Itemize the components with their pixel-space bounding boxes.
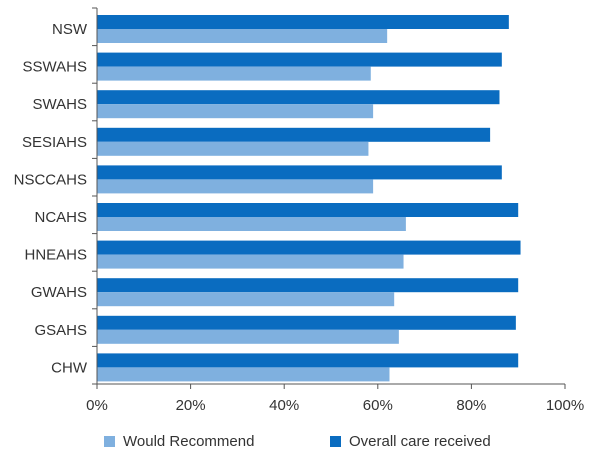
bar-overall-gwahs [97,278,519,293]
bar-recommend-ncahs [97,217,406,231]
x-tick-label: 0% [86,397,108,414]
category-label-gsahs: GSAHS [34,322,87,339]
bar-recommend-chw [97,367,390,382]
bar-overall-ncahs [97,203,519,217]
x-axis [96,383,566,389]
bar-overall-gsahs [97,315,516,330]
legend: Would Recommend Overall care received [104,433,491,450]
y-axis [92,7,98,385]
category-label-ncahs: NCAHS [34,209,87,226]
x-tick-label: 80% [456,397,486,414]
x-tick-label: 60% [363,397,393,414]
category-label-hneahs: HNEAHS [24,247,87,264]
bar-recommend-sswahs [97,66,371,81]
bar-overall-hneahs [97,240,521,255]
bar-recommend-nsccahs [97,179,374,194]
bars-group [97,15,521,382]
legend-swatch [104,436,115,447]
category-label-nsccahs: NSCCAHS [14,171,87,188]
bar-overall-swahs [97,90,500,105]
legend-label: Overall care received [349,433,491,450]
legend-swatch [330,436,341,447]
category-labels: NSW SSWAHS SWAHS SESIAHS NSCCAHS NCAHS HNEAHS G… [14,21,88,376]
bar-recommend-gsahs [97,329,399,344]
category-label-sesiahs: SESIAHS [22,134,87,151]
x-tick-labels: 0% 20% 40% 60% 80% 100% [86,397,584,414]
bar-overall-nsccahs [97,165,502,180]
bar-recommend-gwahs [97,292,395,307]
x-tick-label: 20% [176,397,206,414]
bar-recommend-nsw [97,29,388,43]
x-tick-label: 100% [546,397,584,414]
bar-overall-nsw [97,15,509,29]
bar-recommend-hneahs [97,254,404,269]
bar-overall-chw [97,353,519,368]
legend-label: Would Recommend [123,433,254,450]
bar-recommend-swahs [97,104,374,119]
x-tick-label: 40% [269,397,299,414]
bar-overall-sswahs [97,52,502,67]
bar-recommend-sesiahs [97,141,369,156]
category-label-nsw: NSW [52,21,88,38]
category-label-chw: CHW [51,359,88,376]
category-label-swahs: SWAHS [33,96,87,113]
bar-overall-sesiahs [97,127,491,142]
category-label-sswahs: SSWAHS [23,59,87,76]
category-label-gwahs: GWAHS [31,284,87,301]
